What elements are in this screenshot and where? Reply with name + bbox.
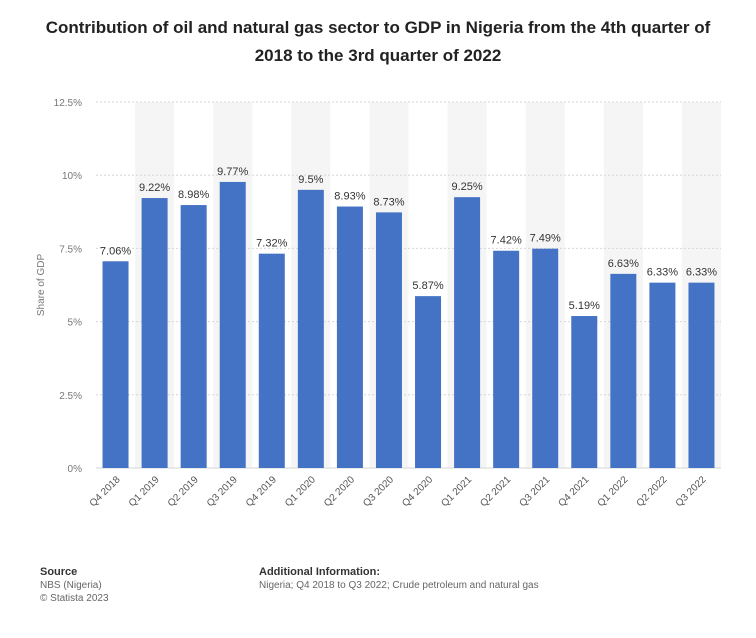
bar [415, 296, 442, 468]
value-label: 9.22% [139, 182, 170, 194]
additional-info-text: Nigeria; Q4 2018 to Q3 2022; Crude petro… [259, 580, 539, 591]
value-label: 8.73% [373, 196, 404, 208]
x-tick-label: Q3 2020 [361, 474, 396, 509]
x-tick-label: Q2 2021 [478, 474, 513, 509]
value-label: 5.19% [569, 300, 600, 312]
x-tick-label: Q3 2019 [205, 474, 240, 509]
x-tick-label: Q3 2021 [517, 474, 552, 509]
y-axis-label: Share of GDP [36, 254, 47, 317]
source-name: NBS (Nigeria) [40, 580, 102, 591]
value-label: 7.49% [530, 233, 561, 245]
bar [141, 198, 168, 469]
bar [649, 282, 676, 468]
bar [493, 250, 520, 468]
bar [454, 197, 481, 468]
x-tick-label: Q4 2019 [244, 474, 279, 509]
value-label: 6.33% [686, 267, 717, 279]
bar [102, 261, 129, 468]
x-tick-label: Q4 2021 [556, 474, 591, 509]
value-label: 5.87% [412, 280, 443, 292]
value-label: 9.25% [451, 181, 482, 193]
bar [571, 316, 598, 468]
y-tick-label: 2.5% [59, 391, 82, 402]
bar [336, 206, 363, 468]
y-tick-label: 7.5% [59, 244, 82, 255]
value-label: 7.06% [100, 245, 131, 257]
bar [219, 181, 246, 469]
y-tick-label: 0% [68, 464, 83, 475]
source-block: Source NBS (Nigeria) © Statista 2023 [40, 566, 109, 605]
bar [375, 212, 402, 468]
bar [688, 282, 715, 468]
value-label: 6.63% [608, 258, 639, 270]
y-tick-label: 5% [68, 318, 83, 329]
x-tick-label: Q1 2019 [127, 474, 162, 509]
bar [297, 189, 324, 468]
x-tick-label: Q4 2018 [88, 474, 123, 509]
value-label: 8.93% [334, 191, 365, 203]
bar [180, 205, 207, 468]
copyright: © Statista 2023 [40, 593, 109, 604]
x-tick-label: Q3 2022 [674, 474, 709, 509]
x-tick-label: Q1 2021 [439, 474, 474, 509]
value-label: 7.32% [256, 238, 287, 250]
x-tick-label: Q2 2020 [322, 474, 357, 509]
value-label: 7.42% [491, 235, 522, 247]
chart-title: Contribution of oil and natural gas sect… [45, 18, 711, 65]
bar [258, 253, 285, 468]
x-tick-label: Q4 2020 [400, 474, 435, 509]
bar [610, 273, 637, 468]
x-tick-label: Q1 2020 [283, 474, 318, 509]
source-heading: Source [40, 566, 78, 578]
value-label: 6.33% [647, 267, 678, 279]
value-label: 8.98% [178, 189, 209, 201]
y-tick-label: 10% [62, 171, 82, 182]
value-label: 9.5% [298, 174, 323, 186]
x-tick-label: Q2 2022 [635, 474, 670, 509]
bar [532, 248, 559, 468]
x-tick-label: Q1 2022 [596, 474, 631, 509]
y-tick-label: 12.5% [54, 98, 82, 109]
additional-info-heading: Additional Information: [259, 566, 380, 578]
additional-info-block: Additional Information: Nigeria; Q4 2018… [259, 566, 539, 592]
x-tick-label: Q2 2019 [166, 474, 201, 509]
value-label: 9.77% [217, 166, 248, 178]
